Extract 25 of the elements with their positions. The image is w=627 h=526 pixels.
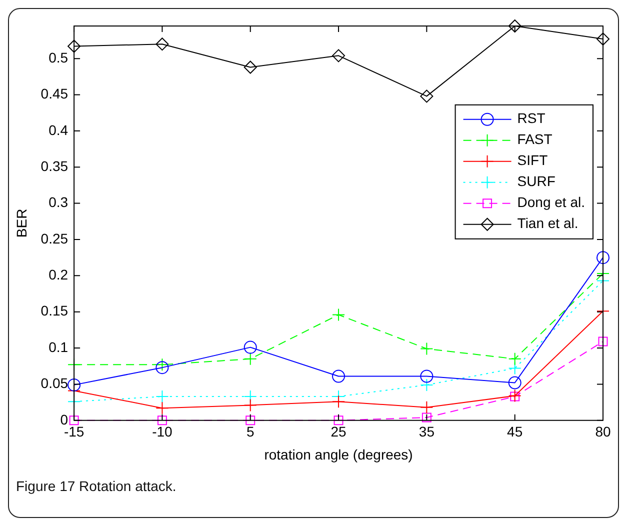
caption: Figure 17 Rotation attack.	[16, 478, 176, 494]
y-axis-title: BER	[13, 208, 30, 238]
x-tick-label: 5	[246, 424, 254, 440]
x-tick-label: -10	[152, 424, 173, 440]
y-tick-label: 0.15	[40, 302, 68, 319]
legend-label: RST	[517, 110, 546, 126]
legend-label: FAST	[517, 131, 553, 148]
x-axis-title: rotation angle (degrees)	[264, 446, 413, 462]
legend-label: SURF	[517, 173, 556, 190]
y-tick-label: 0.45	[40, 86, 68, 102]
y-tick-label: 0.1	[48, 338, 68, 355]
x-tick-label: 25	[330, 424, 347, 440]
x-tick-label: 45	[507, 424, 523, 440]
y-tick-label: 0.35	[40, 158, 68, 174]
y-tick-label: 0.05	[40, 375, 68, 392]
y-tick-label: 0.2	[48, 266, 68, 283]
y-tick-label: 0.5	[48, 49, 68, 66]
y-tick-label: 0.3	[48, 194, 68, 210]
legend-label: SIFT	[517, 152, 548, 168]
y-tick-label: 0.25	[40, 230, 68, 246]
x-tick-label: 35	[418, 424, 435, 440]
y-tick-label: 0.4	[48, 122, 68, 138]
legend-label: Tian et al.	[517, 215, 578, 232]
x-tick-label: 80	[595, 424, 611, 440]
legend-label: Dong et al.	[517, 194, 586, 210]
